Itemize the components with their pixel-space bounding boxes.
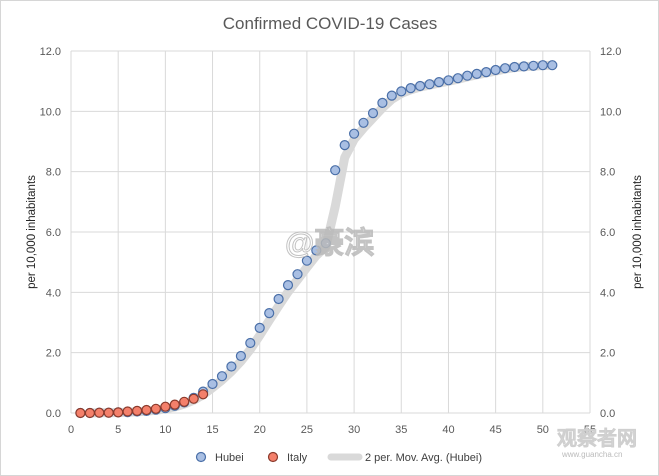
y-tick-label-right: 2.0 [600, 348, 615, 360]
y-tick-label-left: 4.0 [46, 287, 61, 299]
legend-marker-italy [267, 451, 279, 463]
italy-point [75, 407, 86, 419]
hubei-point [207, 378, 218, 390]
legend: Hubei Italy 2 per. Mov. Avg. (Hubei) [195, 451, 482, 464]
hubei-point [386, 90, 397, 101]
legend-marker-hubei [195, 451, 207, 463]
hubei-point [528, 60, 539, 71]
x-tick-label: 25 [301, 424, 313, 436]
x-tick-label: 5 [115, 424, 121, 436]
y-axis-title-left: per 10,000 inhabitants [26, 175, 38, 289]
chart-title: Confirmed COVID-19 Cases [223, 14, 437, 33]
hubei-point [235, 350, 246, 362]
italy-point [94, 407, 105, 418]
hubei-point [216, 371, 228, 382]
hubei-point [424, 79, 435, 90]
y-tick-label-right: 0.0 [600, 408, 615, 420]
y-tick-label-right: 8.0 [600, 167, 615, 179]
italy-point [150, 403, 161, 414]
axis-ticks: 0 5 10 15 20 25 30 35 40 45 50 55 0.0 0.0 2.0 2.0 4.0 4.0… [40, 46, 622, 436]
italy-point [188, 393, 199, 404]
hubei-point [320, 238, 331, 249]
italy-point [132, 405, 143, 416]
y-tick-label-left: 10.0 [40, 106, 61, 118]
hubei-point [226, 361, 237, 372]
hubei-point [367, 107, 379, 119]
italy-point [122, 406, 133, 417]
x-tick-label: 55 [584, 424, 596, 436]
x-tick-label: 0 [68, 424, 74, 436]
watermark-url: www.guancha.cn [561, 450, 622, 459]
x-tick-label: 30 [348, 424, 360, 436]
hubei-point [339, 140, 350, 151]
hubei-point [471, 68, 482, 80]
italy-point [113, 407, 124, 418]
hubei-point [433, 76, 445, 88]
legend-label-italy: Italy [287, 452, 308, 464]
y-tick-label-right: 12.0 [600, 46, 621, 58]
hubei-point [396, 86, 407, 97]
legend-label-hubei: Hubei [215, 452, 244, 464]
hubei-point [311, 245, 322, 256]
italy-point [198, 389, 209, 400]
x-tick-label: 50 [537, 424, 549, 436]
legend-label-moving-average: 2 per. Mov. Avg. (Hubei) [365, 452, 482, 464]
hubei-point [443, 75, 454, 86]
watermark-handle: @豪滨 [285, 226, 374, 260]
hubei-point [452, 73, 463, 84]
italy-point [169, 399, 180, 410]
hubei-point [254, 322, 265, 333]
hubei-point [537, 60, 548, 71]
y-tick-label-left: 6.0 [46, 227, 61, 239]
hubei-point [273, 293, 284, 305]
x-tick-label: 15 [206, 424, 218, 436]
hubei-point [405, 82, 416, 94]
hubei-point [490, 64, 501, 76]
hubei-point [377, 97, 388, 109]
hubei-point [264, 308, 275, 319]
watermark-site: 观察者网 [557, 426, 637, 450]
hubei-point [358, 117, 369, 128]
hubei-point [500, 63, 511, 74]
hubei-point [509, 61, 520, 73]
y-tick-label-left: 12.0 [40, 46, 61, 58]
x-tick-label: 20 [254, 424, 266, 436]
y-tick-label-left: 8.0 [46, 167, 61, 179]
hubei-point [282, 280, 294, 291]
hubei-point [349, 128, 360, 139]
italy-point [84, 407, 96, 419]
x-tick-label: 40 [442, 424, 454, 436]
italy-point [141, 404, 152, 416]
x-tick-label: 10 [159, 424, 171, 436]
y-tick-label-right: 4.0 [600, 287, 615, 299]
hubei-point [518, 61, 530, 72]
hubei-point [292, 269, 303, 280]
y-tick-label-right: 10.0 [600, 106, 621, 118]
y-axis-title-right: per 10,000 inhabitants [632, 175, 644, 289]
y-tick-label-left: 2.0 [46, 348, 61, 360]
hubei-point [245, 337, 256, 349]
hubei-point [547, 60, 558, 71]
italy-point [160, 401, 171, 412]
hubei-point [301, 255, 312, 266]
hubei-point [481, 66, 492, 78]
hubei-point [330, 165, 341, 176]
y-tick-label-right: 6.0 [600, 227, 615, 239]
italy-series [75, 389, 209, 419]
x-tick-label: 35 [395, 424, 407, 436]
italy-point [179, 396, 190, 407]
italy-point [103, 407, 114, 418]
y-tick-label-left: 0.0 [46, 408, 61, 420]
hubei-point [462, 70, 473, 81]
x-tick-label: 45 [490, 424, 502, 436]
hubei-point [415, 80, 426, 92]
